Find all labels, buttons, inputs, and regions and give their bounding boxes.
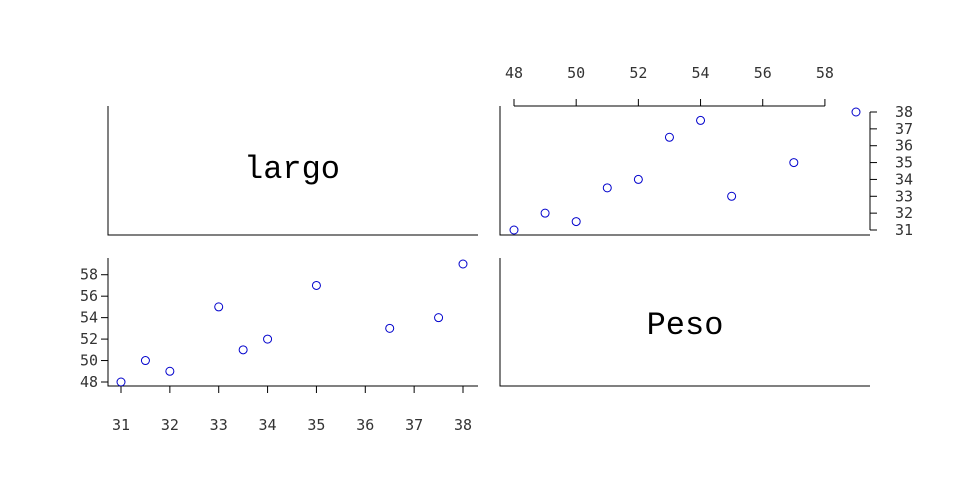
tick-label: 54 xyxy=(80,309,98,327)
panel-peso-vs-largo-top-right xyxy=(499,106,870,236)
tick-label: 54 xyxy=(692,64,710,82)
tick-label: 58 xyxy=(816,64,834,82)
tick-label: 50 xyxy=(80,352,98,370)
panel-peso-vs-largo-bottom-left xyxy=(107,258,478,387)
tick-label: 56 xyxy=(754,64,772,82)
tick-label: 37 xyxy=(405,416,423,434)
scatter-point-peso-largo xyxy=(540,208,550,218)
tick-label: 33 xyxy=(210,416,228,434)
scatter-point-largo-peso xyxy=(385,323,395,333)
scatter-point-peso-largo xyxy=(571,217,581,227)
bottom-axis-largo: 31 32 33 34 35 36 37 38 xyxy=(112,386,472,434)
diagonal-label-largo: largo xyxy=(244,151,340,188)
scatter-point-peso-largo xyxy=(727,191,737,201)
top-axis-peso: 48 50 52 54 56 58 xyxy=(505,64,834,107)
panel-largo-diagonal: largo xyxy=(107,106,478,236)
tick-label: 31 xyxy=(112,416,130,434)
scatter-point-peso-largo xyxy=(509,225,519,235)
tick-label: 37 xyxy=(895,120,913,138)
tick-label: 31 xyxy=(895,221,913,239)
tick-label: 50 xyxy=(567,64,585,82)
scatter-point-peso-largo xyxy=(602,183,612,193)
tick-label: 35 xyxy=(307,416,325,434)
scatter-point-largo-peso xyxy=(140,356,150,366)
bottom-left-points xyxy=(116,259,468,387)
tick-label: 52 xyxy=(80,330,98,348)
scatter-point-largo-peso xyxy=(116,377,126,387)
tick-label: 58 xyxy=(80,266,98,284)
tick-label: 56 xyxy=(80,287,98,305)
scatter-point-peso-largo xyxy=(789,158,799,168)
tick-label: 32 xyxy=(895,204,913,222)
panel-peso-diagonal: Peso xyxy=(499,258,870,387)
tick-label: 34 xyxy=(895,170,913,188)
tick-label: 32 xyxy=(161,416,179,434)
scatter-point-largo-peso xyxy=(458,259,468,269)
tick-label: 38 xyxy=(454,416,472,434)
scatter-point-peso-largo xyxy=(664,132,674,142)
tick-label: 38 xyxy=(895,103,913,121)
scatter-point-largo-peso xyxy=(165,366,175,376)
scatter-point-peso-largo xyxy=(851,107,861,117)
scatter-point-largo-peso xyxy=(263,334,273,344)
tick-label: 48 xyxy=(80,373,98,391)
tick-label: 36 xyxy=(356,416,374,434)
tick-label: 33 xyxy=(895,187,913,205)
scatter-point-largo-peso xyxy=(434,313,444,323)
scatter-point-largo-peso xyxy=(238,345,248,355)
scatter-point-peso-largo xyxy=(633,174,643,184)
scatter-point-peso-largo xyxy=(696,115,706,125)
tick-label: 36 xyxy=(895,137,913,155)
left-axis-peso: 48 50 52 54 56 58 xyxy=(80,266,108,391)
diagonal-label-peso: Peso xyxy=(647,307,724,344)
tick-label: 48 xyxy=(505,64,523,82)
tick-label: 35 xyxy=(895,154,913,172)
tick-label: 34 xyxy=(259,416,277,434)
scatter-point-largo-peso xyxy=(311,280,321,290)
tick-label: 52 xyxy=(629,64,647,82)
top-right-points xyxy=(509,107,861,235)
scatter-point-largo-peso xyxy=(214,302,224,312)
